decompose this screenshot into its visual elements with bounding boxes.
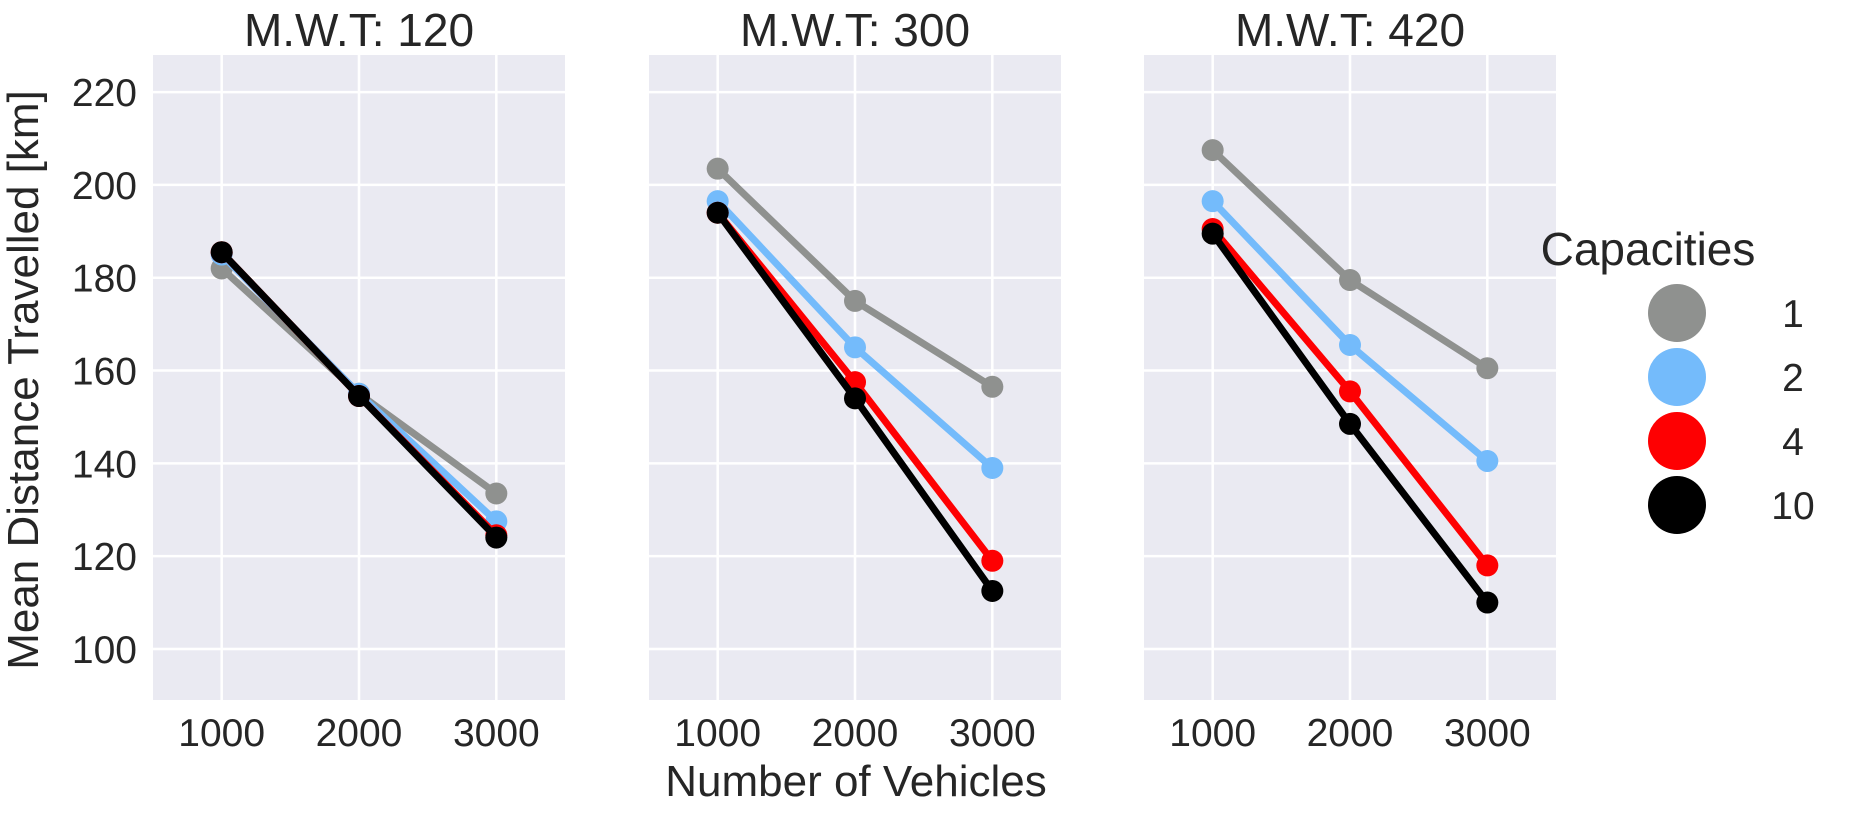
x-tick-label: 3000 — [453, 712, 540, 755]
data-point — [1476, 450, 1499, 473]
data-point — [1476, 357, 1499, 380]
data-point — [1201, 139, 1224, 162]
legend-label: 10 — [1771, 485, 1814, 528]
data-point — [1339, 334, 1361, 357]
data-point — [1339, 269, 1361, 292]
panel-title: M.W.T: 120 — [244, 4, 474, 56]
y-tick-label: 180 — [72, 258, 137, 301]
data-point — [485, 526, 508, 549]
panel-2: M.W.T: 300 1000 2000 3000 — [649, 4, 1061, 755]
x-tick-label: 1000 — [1169, 712, 1256, 755]
legend-label: 1 — [1782, 293, 1804, 336]
series-2 — [1201, 190, 1499, 473]
data-point — [981, 456, 1004, 479]
data-point — [348, 385, 370, 408]
legend-marker — [1648, 412, 1706, 470]
chart-panels: M.W.T: 120 1000 2000 3000 100 120 140 160 180 200… — [72, 4, 1556, 755]
x-tick-label: 3000 — [949, 712, 1036, 755]
series-10 — [210, 241, 508, 549]
legend-marker — [1648, 476, 1706, 534]
x-tick-label: 2000 — [316, 712, 403, 755]
series-2 — [706, 190, 1004, 479]
legend-label: 4 — [1782, 421, 1804, 464]
panel-title: M.W.T: 420 — [1235, 4, 1465, 56]
x-tick-label: 1000 — [674, 712, 761, 755]
series-1 — [1201, 139, 1499, 380]
data-point — [1201, 190, 1224, 213]
series-1 — [706, 157, 1004, 398]
data-point — [981, 549, 1004, 572]
legend-label: 2 — [1782, 357, 1804, 400]
x-tick-label: 1000 — [178, 712, 265, 755]
data-point — [706, 157, 729, 180]
data-point — [706, 201, 729, 224]
y-tick-label: 100 — [72, 629, 137, 672]
data-point — [1201, 222, 1224, 245]
x-tick-label: 2000 — [812, 712, 899, 755]
y-tick-label: 120 — [72, 536, 137, 579]
data-point — [1339, 412, 1361, 435]
legend-marker — [1648, 284, 1706, 342]
data-point — [1476, 554, 1499, 577]
data-point — [210, 241, 233, 264]
data-point — [844, 387, 866, 410]
x-tick-label: 2000 — [1307, 712, 1394, 755]
legend-title: Capacities — [1541, 223, 1756, 275]
legend-items: 1 2 4 10 — [1648, 284, 1815, 534]
y-tick-label: 200 — [72, 165, 137, 208]
x-tick-label: 3000 — [1444, 712, 1531, 755]
data-point — [1476, 591, 1499, 614]
legend: Capacities 1 2 4 10 — [1541, 223, 1815, 534]
y-tick-label: 160 — [72, 351, 137, 394]
series-10 — [706, 201, 1004, 602]
legend-marker — [1648, 348, 1706, 406]
panel-title: M.W.T: 300 — [740, 4, 970, 56]
y-tick-label: 220 — [72, 72, 137, 115]
data-point — [844, 336, 866, 359]
data-point — [485, 482, 508, 505]
panel-3: M.W.T: 420 1000 2000 3000 — [1144, 4, 1556, 755]
data-point — [844, 289, 866, 312]
data-point — [1339, 380, 1361, 403]
data-point — [981, 375, 1004, 398]
data-point — [981, 579, 1004, 602]
panel-1: M.W.T: 120 1000 2000 3000 100 120 140 160 180 200… — [72, 4, 565, 755]
y-axis-label: Mean Distance Travelled [km] — [0, 90, 48, 670]
series-10 — [1201, 222, 1499, 614]
x-axis-label: Number of Vehicles — [665, 757, 1047, 806]
y-tick-label: 140 — [72, 443, 137, 486]
